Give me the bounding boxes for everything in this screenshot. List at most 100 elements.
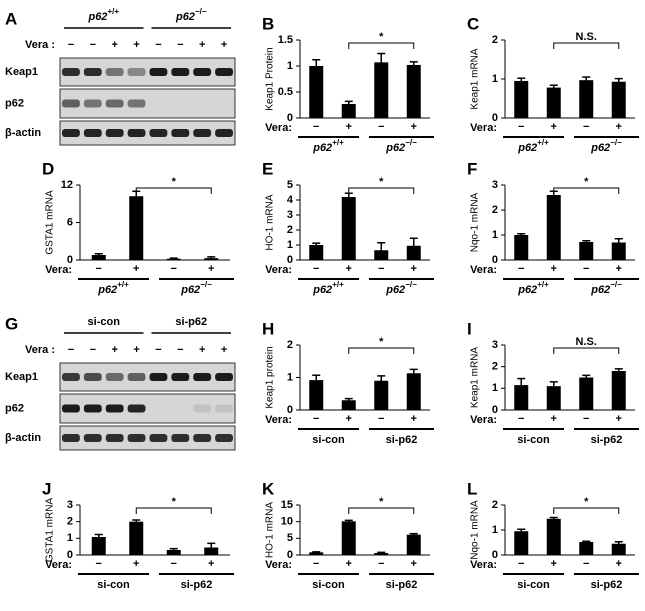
significance-bracket xyxy=(348,347,415,354)
y-tick-label: 3 xyxy=(67,499,73,511)
group-name: si-con xyxy=(517,434,550,446)
y-tick-label: 0 xyxy=(287,112,293,124)
group-superscript: −/− xyxy=(195,7,207,16)
blot-band xyxy=(62,404,80,413)
group-superscript: +/+ xyxy=(537,138,549,147)
y-tick-label: 6 xyxy=(67,216,73,228)
blot-band xyxy=(193,434,212,442)
group-superscript: −/− xyxy=(200,280,212,289)
significance-bracket xyxy=(348,187,415,194)
treatment-sign: + xyxy=(133,558,139,570)
group-label: si-p62 xyxy=(591,579,623,591)
y-tick-label: 0 xyxy=(492,112,498,124)
treatment-sign: + xyxy=(346,263,352,275)
y-tick-label: 2 xyxy=(492,204,498,216)
panel-letter: F xyxy=(467,159,477,178)
group-label: si-p62 xyxy=(591,434,623,446)
group-name: si-con xyxy=(312,434,345,446)
y-tick-label: 0 xyxy=(287,404,293,416)
group-superscript: +/+ xyxy=(117,280,129,289)
treatment-sign: − xyxy=(378,413,384,425)
panel-letter: H xyxy=(262,319,274,338)
treatment-sign: − xyxy=(583,413,589,425)
blot-band xyxy=(62,99,80,108)
bar xyxy=(129,521,144,555)
group-label: p62+/+ xyxy=(312,138,344,154)
treatment-sign: + xyxy=(199,39,205,51)
treatment-sign: − xyxy=(177,39,183,51)
treatment-sign: + xyxy=(411,263,417,275)
significance-label: * xyxy=(379,496,384,508)
blot-band xyxy=(127,434,146,442)
significance-label: N.S. xyxy=(576,31,597,43)
blot-band xyxy=(149,373,168,381)
treatment-label: Vera: xyxy=(265,559,292,571)
group-superscript: +/+ xyxy=(537,280,549,289)
treatment-sign: + xyxy=(551,121,557,133)
y-tick-label: 1 xyxy=(492,524,498,536)
bar xyxy=(579,242,594,260)
treatment-sign: − xyxy=(96,263,102,275)
treatment-sign: − xyxy=(518,558,524,570)
y-tick-label: 1 xyxy=(492,229,498,241)
bar xyxy=(406,64,421,118)
group-name: p62 xyxy=(312,142,332,154)
blot-band xyxy=(83,99,102,108)
treatment-sign: − xyxy=(155,344,161,356)
y-tick-label: 0 xyxy=(492,404,498,416)
group-name: p62 xyxy=(175,11,195,23)
bar xyxy=(406,534,421,555)
group-label: si-con xyxy=(517,579,550,591)
bar xyxy=(166,550,181,555)
treatment-sign: + xyxy=(221,39,227,51)
group-name: p62 xyxy=(590,142,610,154)
treatment-sign: − xyxy=(518,413,524,425)
treatment-sign: + xyxy=(411,558,417,570)
bar xyxy=(309,380,324,410)
y-axis-label: Nqo-1 mRNA xyxy=(470,192,481,252)
group-label: si-con xyxy=(97,579,130,591)
treatment-sign: + xyxy=(346,121,352,133)
bar xyxy=(611,371,626,410)
significance-bracket xyxy=(348,42,415,49)
treatment-sign: + xyxy=(111,39,117,51)
bar xyxy=(514,235,529,260)
bar xyxy=(406,373,421,410)
panel-letter: I xyxy=(467,319,472,338)
treatment-label: Vera: xyxy=(45,559,72,571)
treatment-sign: + xyxy=(133,39,139,51)
group-label: si-p62 xyxy=(181,579,213,591)
bar xyxy=(341,103,356,118)
blot-row-label: p62 xyxy=(5,97,24,109)
group-name: p62 xyxy=(180,284,200,296)
group-label: p62+/+ xyxy=(97,280,129,296)
blot-band xyxy=(193,404,212,413)
group-name: si-p62 xyxy=(591,434,623,446)
blot-band xyxy=(62,373,80,381)
treatment-label: Vera: xyxy=(470,414,497,426)
group-superscript: +/+ xyxy=(107,7,119,16)
blot-band xyxy=(62,129,80,137)
blot-band xyxy=(62,434,80,442)
y-tick-label: 3 xyxy=(492,339,498,351)
treatment-sign: − xyxy=(313,558,319,570)
treatment-sign: + xyxy=(616,121,622,133)
blot-band xyxy=(171,129,190,137)
group-name: p62 xyxy=(590,284,610,296)
y-tick-label: 10 xyxy=(281,516,293,528)
bar xyxy=(309,552,324,555)
y-axis-label: HO-1 mRNA xyxy=(265,502,276,558)
group-label: si-con xyxy=(517,434,550,446)
group-label: p62+/+ xyxy=(517,138,549,154)
group-superscript: +/+ xyxy=(332,280,344,289)
blot-band xyxy=(127,99,146,108)
panel-letter: D xyxy=(42,159,54,178)
group-label: p62+/+ xyxy=(517,280,549,296)
blot-band xyxy=(149,68,168,76)
group-label: si-p62 xyxy=(386,579,418,591)
group-label: si-p62 xyxy=(175,316,207,328)
treatment-label: Vera: xyxy=(265,122,292,134)
blot-band xyxy=(83,129,102,137)
bar xyxy=(579,377,594,410)
blot-band xyxy=(193,68,212,76)
